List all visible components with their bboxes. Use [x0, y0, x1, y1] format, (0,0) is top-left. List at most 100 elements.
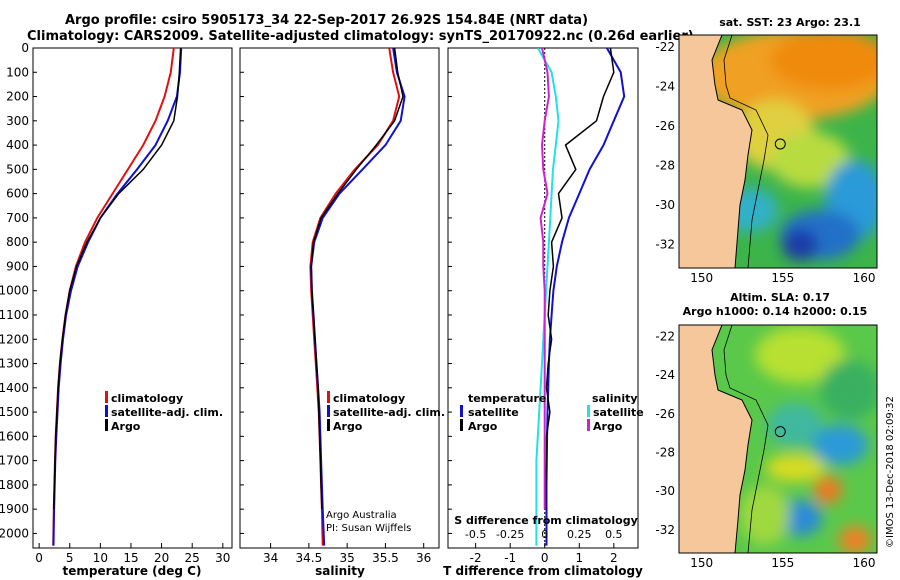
difference-xtick-label: 1	[575, 551, 583, 565]
sla-map-ytick-label: -26	[655, 407, 675, 421]
sla-map-subtitle: Argo h1000: 0.14 h2000: 0.15	[683, 305, 868, 318]
difference-xtick-label: -2	[470, 551, 482, 565]
temperature-xtick-label: 25	[185, 551, 200, 565]
legend-title-temperature: temperature	[468, 392, 546, 405]
legend-label-argo: Argo	[333, 420, 363, 433]
credit-line1: Argo Australia	[326, 510, 397, 521]
sla-map-ytick-label: -22	[655, 330, 675, 344]
legend-swatch-satellite	[105, 405, 108, 417]
difference-plot-frame	[447, 47, 639, 549]
sst-map-xtick-label: 150	[690, 271, 713, 285]
difference-series-s-satellite	[535, 48, 560, 546]
sla-map-ytick-label: -32	[655, 523, 675, 537]
depth-tick-label: 800	[6, 235, 29, 249]
salinity-legend: climatology satellite-adj. clim. Argo	[327, 391, 445, 433]
depth-tick-label: 1100	[0, 308, 29, 322]
imos-stamp: ©IMOS 13-Dec-2018 02:09:32	[885, 396, 896, 548]
salinity-diff-tick-label: 0	[541, 528, 548, 541]
depth-tick-label: 1900	[0, 502, 29, 516]
legend-swatch-climatology	[105, 391, 108, 403]
sla-map-title: Altim. SLA: 0.17	[730, 291, 830, 304]
legend-swatch-t-satellite	[460, 405, 463, 417]
argo-position-marker	[774, 426, 786, 438]
temperature-xtick-label: 20	[154, 551, 169, 565]
figure-title-line2: Climatology: CARS2009. Satellite-adjuste…	[27, 29, 694, 44]
legend-swatch-argo	[105, 419, 108, 431]
sla-map-ytick-label: -24	[655, 368, 675, 382]
depth-tick-label: 1700	[0, 454, 29, 468]
salinity-xlabel: salinity	[315, 564, 365, 578]
land-mass	[679, 325, 752, 553]
difference-xtick-label: -1	[504, 551, 516, 565]
sst-map-ytick-label: -26	[655, 119, 675, 133]
salinity-xtick-label: 35.5	[372, 551, 399, 565]
salinity-xtick-label: 36	[416, 551, 431, 565]
difference-top-xlabel: S difference from climatology	[454, 514, 638, 527]
sla-map-xtick-label: 160	[853, 556, 876, 570]
depth-tick-label: 200	[6, 90, 29, 104]
depth-tick-label: 1600	[0, 429, 29, 443]
sla-map-ytick-label: -30	[655, 484, 675, 498]
sst-map-ytick-label: -24	[655, 79, 675, 93]
isobath	[723, 325, 769, 553]
argo-position-marker	[774, 138, 786, 150]
depth-tick-label: 1800	[0, 478, 29, 492]
salinity-diff-tick-label: -0.25	[496, 528, 524, 541]
salinity-plot-frame	[239, 47, 440, 549]
legend-label-satellite: satellite-adj. clim.	[111, 406, 223, 419]
temperature-xtick-label: 15	[123, 551, 138, 565]
legend-swatch-climatology	[327, 391, 330, 403]
sst-map-title: sat. SST: 23 Argo: 23.1	[719, 16, 861, 29]
depth-tick-label: 1200	[0, 332, 29, 346]
salinity-xtick-label: 34.5	[296, 551, 323, 565]
sst-map: sat. SST: 23 Argo: 23.1	[678, 16, 878, 269]
temperature-xtick-label: 5	[66, 551, 74, 565]
depth-tick-label: 100	[6, 65, 29, 79]
salinity-series-argo	[310, 48, 404, 510]
legend-swatch-t-argo	[460, 419, 463, 431]
legend-title-salinity: salinity	[592, 392, 638, 405]
salinity-diff-tick-label: 0.25	[567, 528, 592, 541]
legend-swatch-s-argo	[587, 419, 590, 431]
difference-series-t-argo	[545, 48, 615, 510]
legend-label-t-satellite: satellite	[468, 406, 519, 419]
difference-xlabel: T difference from climatology	[443, 564, 643, 578]
depth-tick-label: 1300	[0, 357, 29, 371]
salinity-xtick-label: 35	[340, 551, 355, 565]
depth-tick-label: 300	[6, 114, 29, 128]
sla-map: Altim. SLA: 0.17 Argo h1000: 0.14 h2000:…	[678, 291, 878, 554]
depth-tick-label: 900	[6, 259, 29, 273]
depth-tick-label: 0	[21, 41, 29, 55]
depth-tick-label: 2000	[0, 526, 29, 540]
legend-label-satellite: satellite-adj. clim.	[333, 406, 445, 419]
sst-map-ytick-label: -32	[655, 237, 675, 251]
sst-map-xtick-label: 155	[771, 271, 794, 285]
depth-tick-label: 600	[6, 187, 29, 201]
difference-xtick-label: 2	[610, 551, 618, 565]
coastline	[711, 35, 753, 268]
sst-map-ytick-label: -22	[655, 40, 675, 54]
depth-tick-label: 700	[6, 211, 29, 225]
sla-map-ytick-label: -28	[655, 446, 675, 460]
temperature-xlabel: temperature (deg C)	[63, 564, 202, 578]
temperature-xtick-label: 0	[35, 551, 43, 565]
isobath	[723, 35, 769, 268]
temperature-series-argo	[53, 48, 182, 510]
credit-line2: PI: Susan Wijffels	[326, 523, 411, 534]
salinity-xtick-label: 34	[263, 551, 278, 565]
legend-label-s-argo: Argo	[593, 420, 623, 433]
figure-title-line1: Argo profile: csiro 5905173_34 22-Sep-20…	[65, 13, 589, 28]
temperature-legend: climatology satellite-adj. clim. Argo	[105, 391, 223, 433]
legend-swatch-satellite	[327, 405, 330, 417]
legend-label-t-argo: Argo	[468, 420, 498, 433]
legend-label-s-satellite: satellite	[593, 406, 644, 419]
depth-tick-label: 500	[6, 162, 29, 176]
sla-map-xtick-label: 155	[771, 556, 794, 570]
temperature-plot-frame	[32, 47, 233, 549]
sst-map-xtick-label: 160	[853, 271, 876, 285]
legend-label-climatology: climatology	[333, 392, 405, 405]
difference-xtick-label: 0	[541, 551, 549, 565]
legend-swatch-s-satellite	[587, 405, 590, 417]
depth-tick-label: 1000	[0, 284, 29, 298]
